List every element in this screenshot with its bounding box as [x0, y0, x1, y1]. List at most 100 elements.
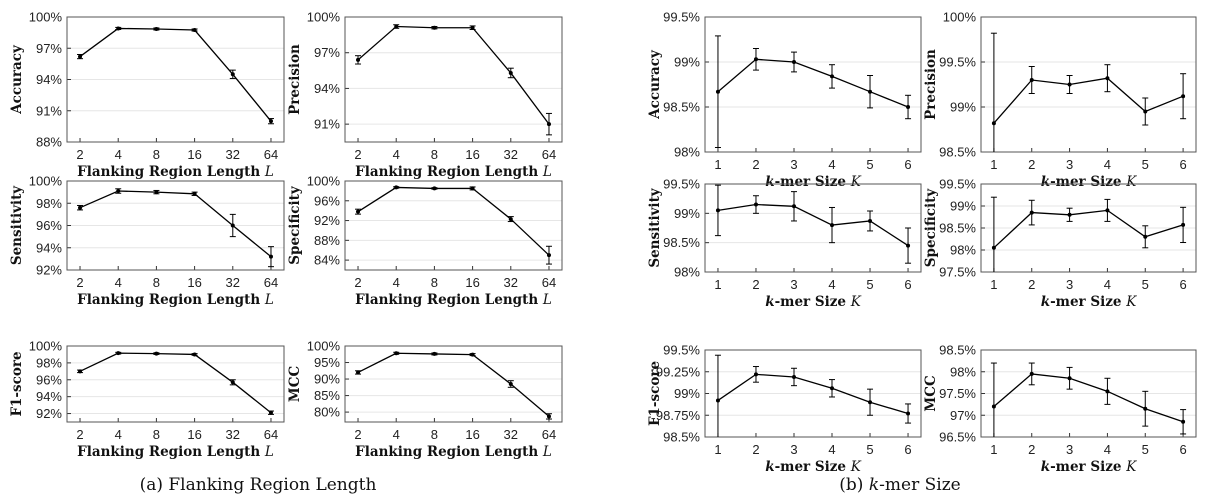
series-line — [357, 25, 550, 125]
y-tick-label: 88% — [314, 233, 340, 248]
x-tick-label: 2 — [752, 442, 759, 457]
x-tick-label: 5 — [866, 157, 873, 172]
x-tick-label: 8 — [153, 427, 160, 442]
y-tick-label: 97% — [314, 45, 340, 60]
series-group — [990, 196, 1187, 272]
x-axis-label-var: K — [850, 174, 862, 190]
x-tick-label: 2 — [752, 157, 759, 172]
data-point — [1029, 210, 1034, 215]
data-point — [546, 253, 551, 258]
data-point — [154, 26, 159, 31]
y-tick-label: 100% — [29, 10, 63, 25]
axes-frame — [980, 16, 1197, 153]
data-point — [906, 411, 911, 416]
series-group — [77, 188, 274, 268]
y-tick-label: 97.5% — [939, 386, 976, 401]
data-point — [1105, 389, 1110, 394]
x-tick-label: 16 — [465, 275, 479, 290]
x-tick-label: 64 — [542, 275, 556, 290]
data-point — [268, 119, 273, 124]
x-tick-label: 4 — [115, 427, 122, 442]
series-line — [993, 373, 1184, 423]
data-point — [192, 352, 197, 357]
x-axis-label-k: k — [765, 174, 774, 190]
x-axis-label-text: Flanking Region Length — [355, 164, 543, 180]
x-tick-label: 1 — [990, 277, 997, 292]
y-tick-label: 99.5% — [663, 177, 700, 192]
y-tick-label: 98.5% — [939, 221, 976, 236]
data-point — [1181, 94, 1186, 99]
data-point — [508, 382, 513, 386]
y-tick-label: 95% — [314, 355, 340, 370]
x-axis-label-text: Flanking Region Length — [77, 444, 265, 460]
data-point — [753, 202, 758, 207]
data-point — [1181, 222, 1186, 227]
x-tick-label: 4 — [1104, 442, 1111, 457]
x-axis-label-var: K — [1125, 294, 1137, 310]
x-tick-label: 32 — [226, 275, 240, 290]
caption-b: (b) k-mer Size — [839, 475, 960, 495]
x-tick-label: 3 — [790, 157, 797, 172]
y-axis-label: Precision — [287, 44, 303, 115]
y-tick-label: 90% — [314, 372, 340, 387]
data-point — [1143, 406, 1148, 411]
y-tick-label: 96% — [36, 218, 62, 233]
data-point — [470, 186, 475, 191]
y-axis-label: Accuracy — [647, 49, 663, 120]
x-tick-label: 8 — [153, 275, 160, 290]
x-tick-label: 4 — [393, 147, 400, 162]
y-tick-label: 85% — [314, 388, 340, 403]
x-tick-label: 16 — [187, 275, 201, 290]
y-tick-label: 98% — [36, 355, 62, 370]
x-axis-label-var: K — [850, 294, 862, 310]
x-tick-label: 1 — [714, 442, 721, 457]
y-tick-label: 99% — [674, 386, 700, 401]
axes-frame — [704, 349, 922, 438]
y-tick-label: 98.5% — [663, 430, 700, 445]
y-tick-label: 98% — [674, 265, 700, 280]
x-tick-label: 4 — [115, 275, 122, 290]
data-point — [394, 24, 399, 29]
x-tick-label: 2 — [76, 275, 83, 290]
data-point — [470, 352, 475, 357]
y-tick-label: 99.25% — [656, 364, 701, 379]
data-point — [1181, 419, 1186, 424]
x-axis-label: Flanking Region Length L — [355, 164, 552, 180]
series-group — [355, 185, 552, 265]
data-point — [394, 185, 399, 190]
x-axis-label: Flanking Region Length L — [355, 292, 552, 308]
x-tick-label: 2 — [1028, 442, 1035, 457]
x-tick-label: 5 — [1142, 277, 1149, 292]
x-tick-label: 3 — [790, 442, 797, 457]
x-axis-label: k-mer Size K — [765, 294, 861, 310]
data-point — [868, 89, 873, 94]
chart-a-precision: 91% 94% 97% 100% 2 4 8 16 32 64 Precision Flanking … — [287, 10, 563, 180]
y-tick-label: 96.5% — [939, 430, 976, 445]
chart-panels: 88%91%94%97%100%2 4 8 16 32 64AccuracyFlankin… — [9, 10, 1197, 475]
x-tick-label: 6 — [1179, 157, 1186, 172]
x-tick-label: 6 — [904, 442, 911, 457]
data-point — [791, 374, 796, 379]
x-tick-label: 16 — [465, 147, 479, 162]
y-tick-label: 96% — [36, 372, 62, 387]
series-line — [357, 186, 550, 256]
y-tick-label: 99% — [674, 206, 700, 221]
y-axis-label: F1-score — [647, 361, 663, 426]
x-axis-label: k-mer Size K — [1041, 174, 1137, 190]
x-tick-label: 64 — [264, 427, 278, 442]
x-tick-label: 64 — [264, 147, 278, 162]
y-tick-label: 99.5% — [663, 343, 700, 358]
x-axis-label: Flanking Region Length L — [77, 292, 274, 308]
caption-a: (a) Flanking Region Length — [140, 475, 377, 495]
data-point — [268, 410, 273, 415]
data-point — [753, 57, 758, 62]
x-axis-label-text: -mer Size — [775, 174, 851, 190]
y-axis-label: Precision — [923, 49, 939, 120]
x-tick-label: 2 — [76, 147, 83, 162]
data-point — [1067, 212, 1072, 217]
data-point — [1067, 82, 1072, 87]
axes-frame — [704, 16, 922, 153]
y-tick-label: 98% — [950, 243, 976, 258]
data-point — [830, 386, 835, 391]
data-point — [791, 60, 796, 64]
